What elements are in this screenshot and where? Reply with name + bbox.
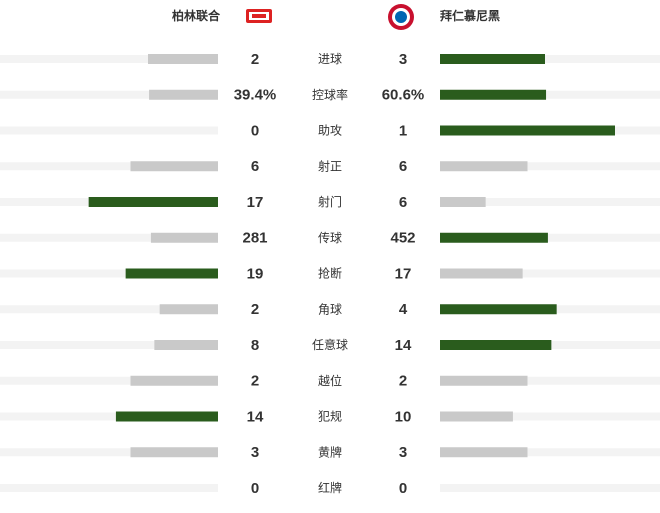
- bar: [115, 411, 218, 422]
- value-label: 6: [399, 194, 407, 211]
- bar: [440, 447, 528, 458]
- value-label: 19: [247, 265, 264, 282]
- value-label: 14: [395, 337, 412, 354]
- track: [0, 341, 218, 349]
- value-label: 0: [251, 480, 259, 497]
- track: [0, 448, 218, 457]
- stat-label: 角球: [318, 302, 342, 316]
- bar: [440, 304, 557, 315]
- track: [0, 233, 218, 242]
- bar: [149, 89, 218, 100]
- track: [0, 376, 218, 385]
- value-label: 0: [251, 122, 259, 139]
- value-label: 281: [242, 230, 267, 247]
- track: [440, 269, 660, 278]
- value-label: 1: [399, 122, 407, 139]
- value-label: 3: [399, 51, 407, 68]
- value-label: 14: [247, 408, 264, 425]
- track: [440, 376, 660, 385]
- bar: [440, 89, 547, 100]
- track: [0, 55, 218, 63]
- stat-label: 犯规: [318, 409, 342, 424]
- track: [440, 484, 660, 492]
- stat-label: 射门: [318, 194, 342, 209]
- bar: [440, 125, 615, 136]
- stat-label: 控球率: [312, 87, 348, 102]
- bar: [440, 54, 545, 64]
- track: [440, 90, 660, 99]
- track: [0, 305, 218, 314]
- team-name: 拜仁慕尼黑: [440, 8, 500, 23]
- track: [0, 162, 218, 171]
- bar: [159, 304, 218, 315]
- team-logo: [246, 9, 272, 23]
- track: [0, 484, 218, 492]
- stat-label: 进球: [318, 52, 342, 66]
- stat-label: 助攻: [318, 124, 342, 138]
- stat-label: 红牌: [318, 480, 342, 495]
- bar: [88, 197, 218, 207]
- team-logo: [388, 4, 414, 30]
- value-label: 3: [251, 444, 259, 461]
- track: [0, 412, 218, 421]
- bar: [154, 340, 218, 350]
- value-label: 2: [251, 301, 259, 318]
- stat-label: 任意球: [312, 337, 348, 352]
- value-label: 6: [399, 158, 407, 175]
- stat-label: 越位: [318, 373, 342, 388]
- bar: [440, 161, 528, 172]
- bar: [440, 232, 548, 243]
- value-label: 10: [395, 408, 412, 425]
- value-label: 452: [390, 230, 415, 247]
- track: [440, 412, 660, 421]
- bar: [130, 161, 218, 172]
- value-label: 2: [399, 373, 407, 390]
- bar: [130, 447, 218, 458]
- stat-label: 抢断: [318, 266, 342, 281]
- track: [440, 233, 660, 242]
- value-label: 17: [247, 194, 264, 211]
- stat-label: 传球: [318, 230, 342, 245]
- bar: [440, 340, 552, 350]
- value-label: 3: [399, 444, 407, 461]
- value-label: 39.4%: [234, 87, 277, 104]
- value-label: 6: [251, 158, 259, 175]
- bar: [148, 54, 218, 64]
- value-label: 60.6%: [382, 87, 425, 104]
- track: [440, 55, 660, 63]
- stat-label: 黄牌: [318, 445, 342, 459]
- track: [440, 162, 660, 171]
- team-name: 柏林联合: [172, 8, 221, 23]
- value-label: 17: [395, 265, 412, 282]
- track: [0, 269, 218, 278]
- value-label: 2: [251, 373, 259, 390]
- track: [0, 90, 218, 99]
- value-label: 0: [399, 480, 407, 497]
- bar: [440, 197, 486, 207]
- track: [440, 448, 660, 457]
- track: [440, 198, 660, 206]
- bar: [130, 375, 218, 386]
- stat-label: 射正: [318, 158, 342, 173]
- bar: [125, 268, 218, 279]
- value-label: 4: [399, 301, 408, 318]
- track: [0, 126, 218, 135]
- bar: [440, 268, 523, 279]
- bar: [150, 232, 218, 243]
- bar: [440, 411, 513, 422]
- value-label: 2: [251, 51, 259, 68]
- value-label: 8: [251, 337, 259, 354]
- bar: [440, 375, 528, 386]
